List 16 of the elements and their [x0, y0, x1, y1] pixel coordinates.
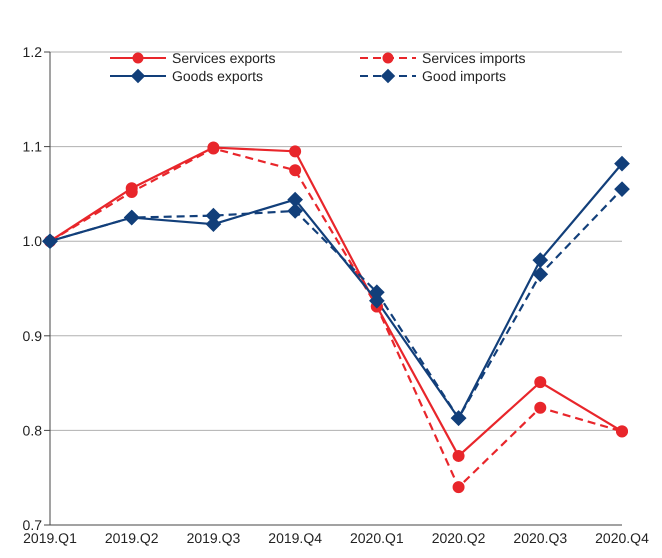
legend-label: Services imports: [422, 50, 526, 66]
y-tick-label: 1.1: [22, 138, 42, 155]
x-tick-label: 2019.Q4: [268, 530, 322, 546]
x-tick-label: 2020.Q4: [595, 530, 650, 546]
x-tick-label: 2020.Q2: [432, 530, 486, 546]
legend-label: Goods exports: [172, 68, 264, 84]
x-tick-label: 2020.Q1: [350, 530, 404, 546]
x-tick-label: 2020.Q3: [513, 530, 568, 546]
y-tick-label: 0.8: [22, 422, 42, 438]
y-tick-label: 0.9: [22, 328, 42, 344]
y-tick-label: 1.0: [22, 233, 42, 250]
x-tick-label: 2019.Q3: [186, 530, 240, 546]
legend-label: Good imports: [422, 68, 506, 84]
y-tick-label: 1.2: [22, 44, 42, 60]
x-tick-label: 2019.Q2: [104, 530, 159, 546]
legend-label: Services exports: [172, 50, 276, 66]
